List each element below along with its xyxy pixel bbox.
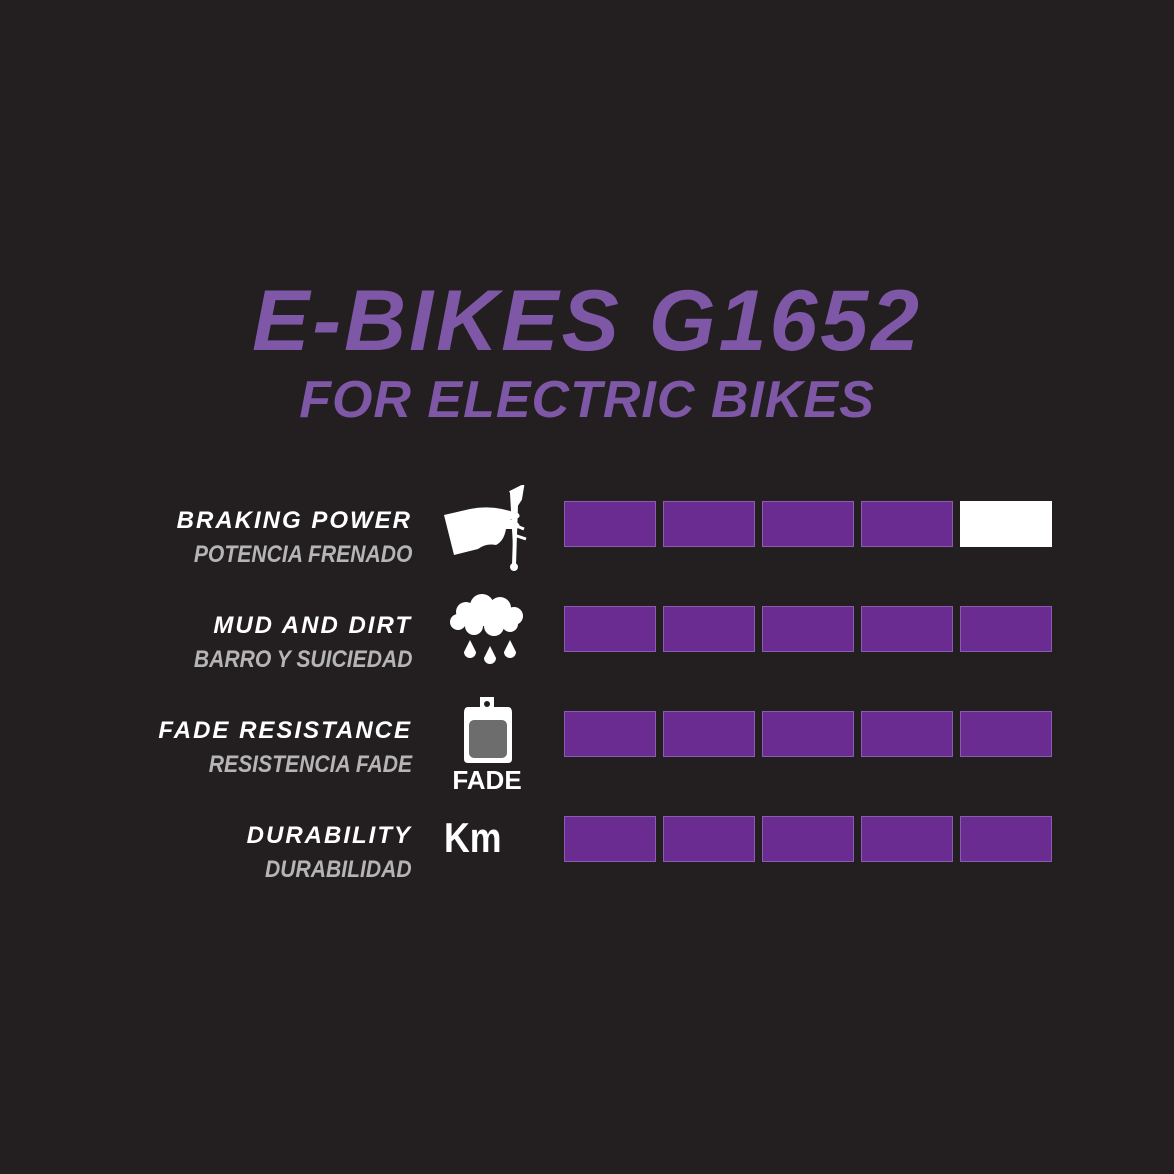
rating-segment-filled [861,606,953,652]
rating-bars [564,606,1052,652]
rating-segment-filled [762,606,854,652]
km-icon: Km [444,814,502,861]
fade-icon-text: FADE [452,765,521,791]
product-subtitle: FOR ELECTRIC BIKES [299,371,875,429]
rating-segment-filled [663,501,755,547]
rating-segment-filled [861,711,953,757]
rating-bars [564,711,1052,757]
label-en: DURABILITY [246,822,412,849]
rating-segment-filled [564,816,656,862]
label-en: MUD AND DIRT [213,612,412,639]
rating-segment-filled [762,711,854,757]
label-es: DURABILIDAD [265,856,412,883]
hand-brake-lever-icon [444,485,527,571]
rating-segment-filled [861,816,953,862]
rating-row-braking-power: BRAKING POWER POTENCIA FRENADO [0,485,1174,587]
rating-segment-filled [960,711,1052,757]
product-title: E-BIKES G1652 [252,273,922,369]
rating-segment-filled [762,501,854,547]
rating-segment-filled [663,606,755,652]
label-es: POTENCIA FRENADO [193,541,412,568]
label-es: RESISTENCIA FADE [208,751,412,778]
brake-pad-icon: FADE [452,697,522,791]
rating-segment-filled [663,816,755,862]
rating-row-durability: DURABILITY DURABILIDAD Km [0,814,1174,902]
rating-segment-filled [564,711,656,757]
rating-segment-filled [564,606,656,652]
rain-cloud-icon [450,594,523,664]
rating-row-fade-resistance: FADE RESISTANCE RESISTENCIA FADE FADE [0,697,1174,797]
rating-segment-filled [762,816,854,862]
rating-segment-filled [663,711,755,757]
rating-bars [564,501,1052,547]
rating-row-mud-and-dirt: MUD AND DIRT BARRO Y SUICIEDAD [0,594,1174,692]
rating-segment-empty [960,501,1052,547]
label-es: BARRO Y SUICIEDAD [193,646,412,673]
rating-segment-filled [960,816,1052,862]
rating-segment-filled [861,501,953,547]
rating-segment-filled [960,606,1052,652]
label-en: BRAKING POWER [176,507,412,534]
rating-bars [564,816,1052,862]
rating-segment-filled [564,501,656,547]
label-en: FADE RESISTANCE [158,717,412,744]
